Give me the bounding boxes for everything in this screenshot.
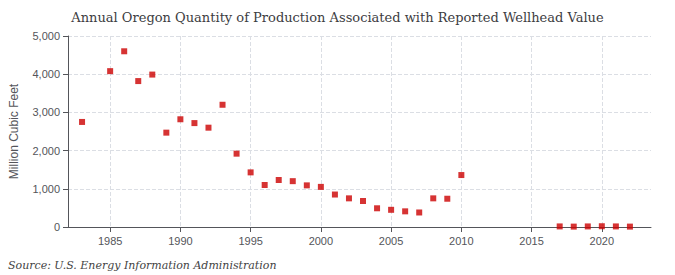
- svg-text:1,000: 1,000: [32, 183, 60, 195]
- svg-text:1995: 1995: [238, 235, 262, 247]
- svg-text:2020: 2020: [590, 235, 614, 247]
- svg-text:2005: 2005: [379, 235, 403, 247]
- svg-text:1985: 1985: [98, 235, 122, 247]
- svg-text:Million Cubic Feet: Million Cubic Feet: [7, 83, 21, 179]
- svg-text:3,000: 3,000: [32, 106, 60, 118]
- svg-text:2000: 2000: [309, 235, 333, 247]
- svg-text:2,000: 2,000: [32, 145, 60, 157]
- svg-text:1990: 1990: [168, 235, 192, 247]
- svg-text:4,000: 4,000: [32, 68, 60, 80]
- svg-text:5,000: 5,000: [32, 30, 60, 42]
- svg-text:2015: 2015: [519, 235, 543, 247]
- svg-text:Annual Oregon Quantity of Prod: Annual Oregon Quantity of Production Ass…: [70, 10, 604, 25]
- svg-text:Source: U.S. Energy Informatio: Source: U.S. Energy Information Administ…: [8, 259, 276, 272]
- svg-text:0: 0: [54, 221, 60, 233]
- svg-text:2010: 2010: [449, 235, 473, 247]
